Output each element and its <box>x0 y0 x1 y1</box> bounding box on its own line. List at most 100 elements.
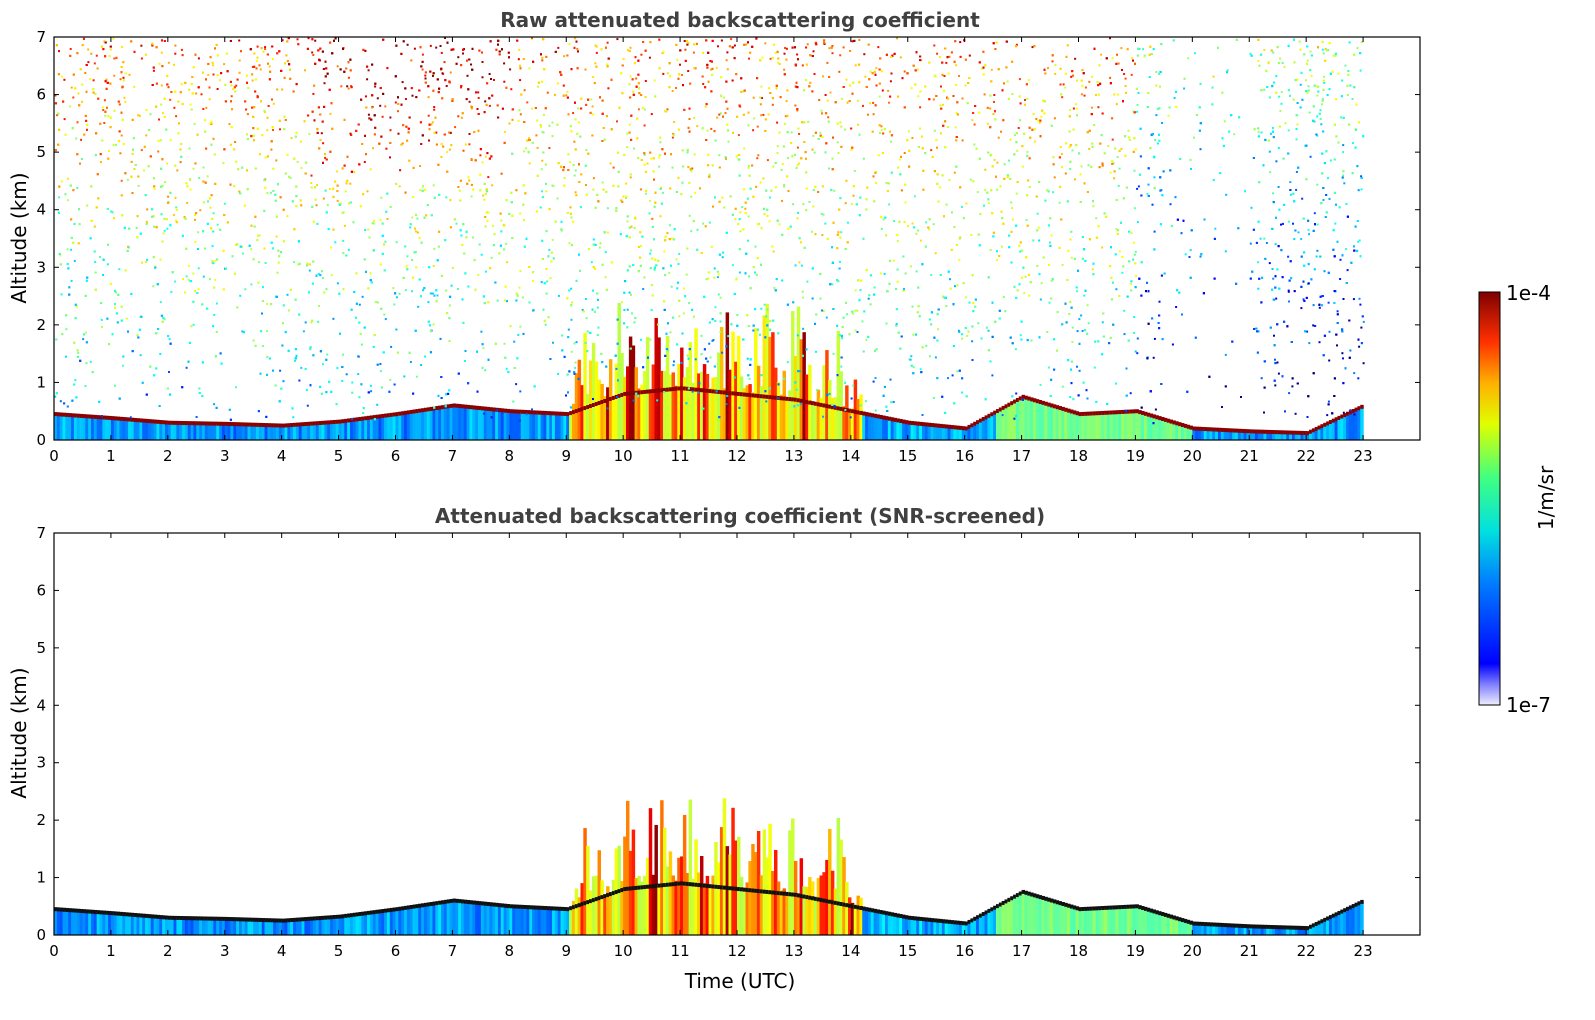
layer-top-mark <box>409 409 414 414</box>
layer-top-mark <box>606 397 610 402</box>
noise-point <box>808 200 811 203</box>
noise-point <box>1093 366 1096 369</box>
noise-point <box>431 121 434 124</box>
noise-point <box>238 39 241 42</box>
data-cell <box>586 393 590 440</box>
noise-point <box>468 100 471 103</box>
data-cell <box>381 415 385 440</box>
layer-top-mark <box>312 421 317 426</box>
layer-top-mark <box>1078 412 1082 417</box>
noise-point <box>1289 193 1292 196</box>
layer-top-mark <box>1354 407 1358 412</box>
data-cell <box>1015 399 1020 440</box>
noise-point <box>947 377 949 380</box>
layer-top-mark <box>993 410 997 415</box>
data-cell <box>1138 412 1142 440</box>
data-cell <box>1035 401 1040 440</box>
noise-point <box>522 332 525 335</box>
noise-point <box>433 108 436 111</box>
data-cell <box>782 370 786 440</box>
data-cell <box>1334 419 1339 440</box>
data-cell <box>1328 422 1333 440</box>
data-cell <box>1206 429 1211 440</box>
layer-top-mark <box>717 389 721 394</box>
layer-top-mark <box>324 420 328 425</box>
noise-point <box>161 184 164 187</box>
noise-point <box>1153 176 1156 179</box>
layer-top-mark <box>623 391 627 396</box>
layer-top-mark <box>1311 428 1316 433</box>
data-cell <box>489 409 493 440</box>
noise-point <box>551 121 554 124</box>
noise-point <box>75 137 78 140</box>
noise-point <box>601 181 604 184</box>
data-cell <box>893 419 897 440</box>
noise-point <box>1240 396 1242 398</box>
noise-point <box>462 149 465 152</box>
layer-top-mark <box>1138 410 1142 415</box>
noise-point <box>846 221 849 224</box>
noise-point <box>188 147 191 150</box>
data-cell <box>150 421 155 440</box>
data-cell <box>290 425 294 440</box>
noise-point <box>496 409 499 412</box>
noise-point <box>850 397 853 400</box>
layer-top-mark <box>472 405 476 410</box>
layer-top-mark <box>335 419 340 424</box>
layer-top-mark <box>497 408 502 413</box>
noise-point <box>1288 392 1291 395</box>
layer-top-mark <box>469 405 473 410</box>
layer-top-mark <box>677 386 681 391</box>
data-cell <box>816 389 821 440</box>
layer-top-mark <box>315 421 320 426</box>
noise-point <box>347 76 350 79</box>
layer-top-mark <box>150 419 155 424</box>
noise-point <box>395 241 398 244</box>
data-cell <box>671 372 675 440</box>
noise-point <box>696 125 699 128</box>
data-cell <box>850 408 855 440</box>
noise-point <box>174 52 177 55</box>
noise-point <box>153 188 156 190</box>
noise-point <box>1336 344 1338 347</box>
noise-point <box>895 323 898 326</box>
layer-top-mark <box>907 420 912 425</box>
noise-point <box>776 145 779 148</box>
layer-top-mark <box>1283 430 1287 435</box>
noise-point <box>526 101 529 104</box>
noise-point <box>1111 138 1114 141</box>
layer-top-mark <box>82 414 86 419</box>
data-cell <box>645 337 650 440</box>
noise-point <box>477 91 480 94</box>
data-cell <box>711 377 715 440</box>
noise-point <box>236 78 239 81</box>
layer-top-mark <box>833 405 838 410</box>
noise-point <box>545 182 547 185</box>
noise-point <box>448 304 451 307</box>
noise-point <box>1100 53 1103 56</box>
noise-point <box>357 373 360 376</box>
layer-top-mark <box>981 416 986 421</box>
data-cell <box>549 413 553 440</box>
noise-point <box>1095 217 1098 220</box>
noise-point <box>309 346 312 349</box>
data-cell <box>574 373 579 440</box>
data-cell <box>688 342 693 440</box>
layer-top-mark <box>873 413 878 418</box>
noise-point <box>828 167 831 170</box>
data-cell <box>497 410 502 440</box>
noise-point <box>1295 188 1298 191</box>
noise-point <box>197 288 200 291</box>
noise-point <box>1118 250 1121 253</box>
noise-point <box>598 246 601 249</box>
layer-top-mark <box>1158 416 1162 421</box>
noise-point <box>448 340 451 342</box>
noise-point <box>63 118 66 121</box>
noise-point <box>351 381 354 384</box>
noise-point <box>658 154 661 157</box>
layer-top-mark <box>73 413 78 418</box>
noise-point <box>713 276 716 279</box>
noise-point <box>368 236 371 239</box>
layer-top-mark <box>1050 403 1054 408</box>
noise-point <box>128 73 131 76</box>
